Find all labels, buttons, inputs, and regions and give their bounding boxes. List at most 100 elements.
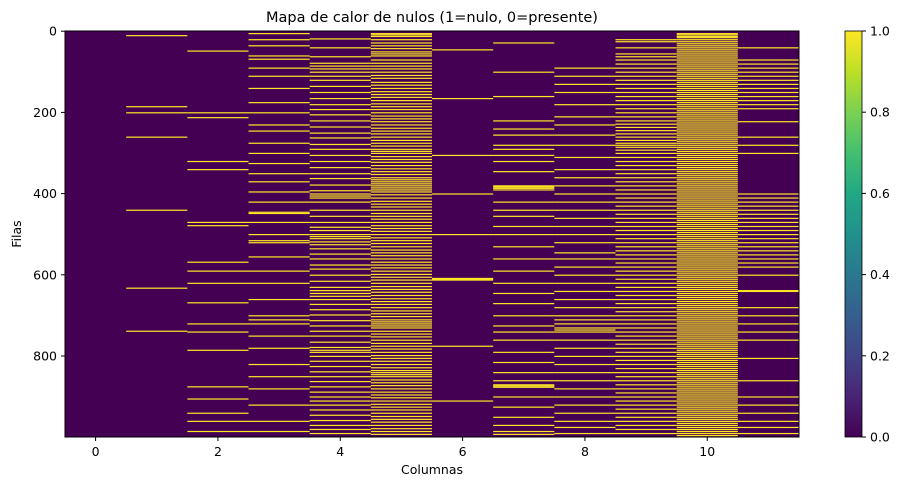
- null-cell: [187, 323, 248, 324]
- null-cell: [738, 214, 799, 215]
- null-cell: [677, 173, 738, 174]
- null-cell: [677, 382, 738, 383]
- null-cell: [677, 199, 738, 200]
- null-cell: [554, 388, 615, 389]
- null-cell: [310, 244, 371, 245]
- null-cell: [371, 237, 432, 238]
- null-cell: [371, 404, 432, 405]
- null-cell: [371, 187, 432, 188]
- null-cell: [677, 431, 738, 432]
- null-cell: [310, 184, 371, 185]
- null-cell: [371, 145, 432, 146]
- null-cell: [677, 171, 738, 172]
- null-cell: [493, 155, 554, 156]
- null-cell: [554, 331, 615, 332]
- null-cell: [371, 45, 432, 46]
- null-cell: [371, 283, 432, 284]
- x-tick-label: 10: [699, 444, 715, 459]
- heatmap-plot-area: [65, 31, 799, 437]
- null-cell: [310, 304, 371, 305]
- null-cell: [677, 413, 738, 414]
- null-cell: [371, 327, 432, 328]
- null-cell: [616, 238, 677, 239]
- null-cell: [249, 271, 310, 272]
- null-cell: [371, 115, 432, 116]
- null-cell: [371, 204, 432, 205]
- null-cell: [677, 429, 738, 430]
- null-cell: [738, 84, 799, 85]
- null-cell: [677, 362, 738, 363]
- null-cell: [249, 191, 310, 192]
- null-cell: [310, 336, 371, 337]
- null-cell: [616, 147, 677, 148]
- null-cell: [677, 246, 738, 247]
- null-cell: [371, 298, 432, 299]
- null-cell: [371, 264, 432, 265]
- null-cell: [493, 362, 554, 363]
- null-cell: [677, 356, 738, 357]
- null-cell: [554, 258, 615, 259]
- null-cell: [616, 405, 677, 406]
- null-cell: [371, 225, 432, 226]
- null-cell: [677, 435, 738, 436]
- null-cell: [310, 325, 371, 326]
- null-cell: [738, 307, 799, 308]
- null-cell: [738, 258, 799, 259]
- null-cell: [677, 143, 738, 144]
- null-cell: [432, 279, 493, 280]
- null-cell: [371, 63, 432, 64]
- null-cell: [738, 96, 799, 97]
- null-cell: [677, 384, 738, 385]
- null-cell: [310, 241, 371, 242]
- null-cell: [249, 421, 310, 422]
- null-cell: [616, 433, 677, 434]
- null-cell: [677, 262, 738, 263]
- null-cell: [493, 407, 554, 408]
- null-cell: [677, 114, 738, 115]
- null-cell: [493, 120, 554, 121]
- null-cell: [310, 126, 371, 127]
- null-cell: [371, 355, 432, 356]
- null-cell: [371, 286, 432, 287]
- null-cell: [371, 301, 432, 302]
- null-cell: [677, 151, 738, 152]
- null-cell: [187, 398, 248, 399]
- null-cell: [554, 323, 615, 324]
- null-cell: [677, 53, 738, 54]
- null-cell: [677, 149, 738, 150]
- null-cell: [677, 398, 738, 399]
- null-cell: [371, 165, 432, 166]
- null-cell: [616, 429, 677, 430]
- null-cell: [677, 220, 738, 221]
- null-cell: [677, 226, 738, 227]
- null-cell: [554, 116, 615, 117]
- null-cell: [677, 187, 738, 188]
- null-cell: [493, 315, 554, 316]
- null-cell: [677, 238, 738, 239]
- null-cell: [677, 33, 738, 34]
- null-cell: [554, 427, 615, 428]
- null-cell: [677, 425, 738, 426]
- x-tick-label: 6: [459, 444, 467, 459]
- null-cell: [616, 409, 677, 410]
- null-cell: [371, 372, 432, 373]
- null-cell: [249, 405, 310, 406]
- null-cell: [616, 185, 677, 186]
- null-cell: [554, 242, 615, 243]
- null-cell: [371, 348, 432, 349]
- null-cell: [677, 281, 738, 282]
- null-cell: [371, 428, 432, 429]
- null-cell: [249, 212, 310, 213]
- null-cell: [371, 246, 432, 247]
- null-cell: [310, 202, 371, 203]
- null-cell: [677, 193, 738, 194]
- null-cell: [554, 135, 615, 136]
- null-cell: [738, 104, 799, 105]
- null-cell: [554, 405, 615, 406]
- null-cell: [677, 118, 738, 119]
- null-cell: [310, 433, 371, 434]
- null-cell: [677, 297, 738, 298]
- null-cell: [310, 193, 371, 194]
- null-cell: [677, 195, 738, 196]
- null-cell: [677, 295, 738, 296]
